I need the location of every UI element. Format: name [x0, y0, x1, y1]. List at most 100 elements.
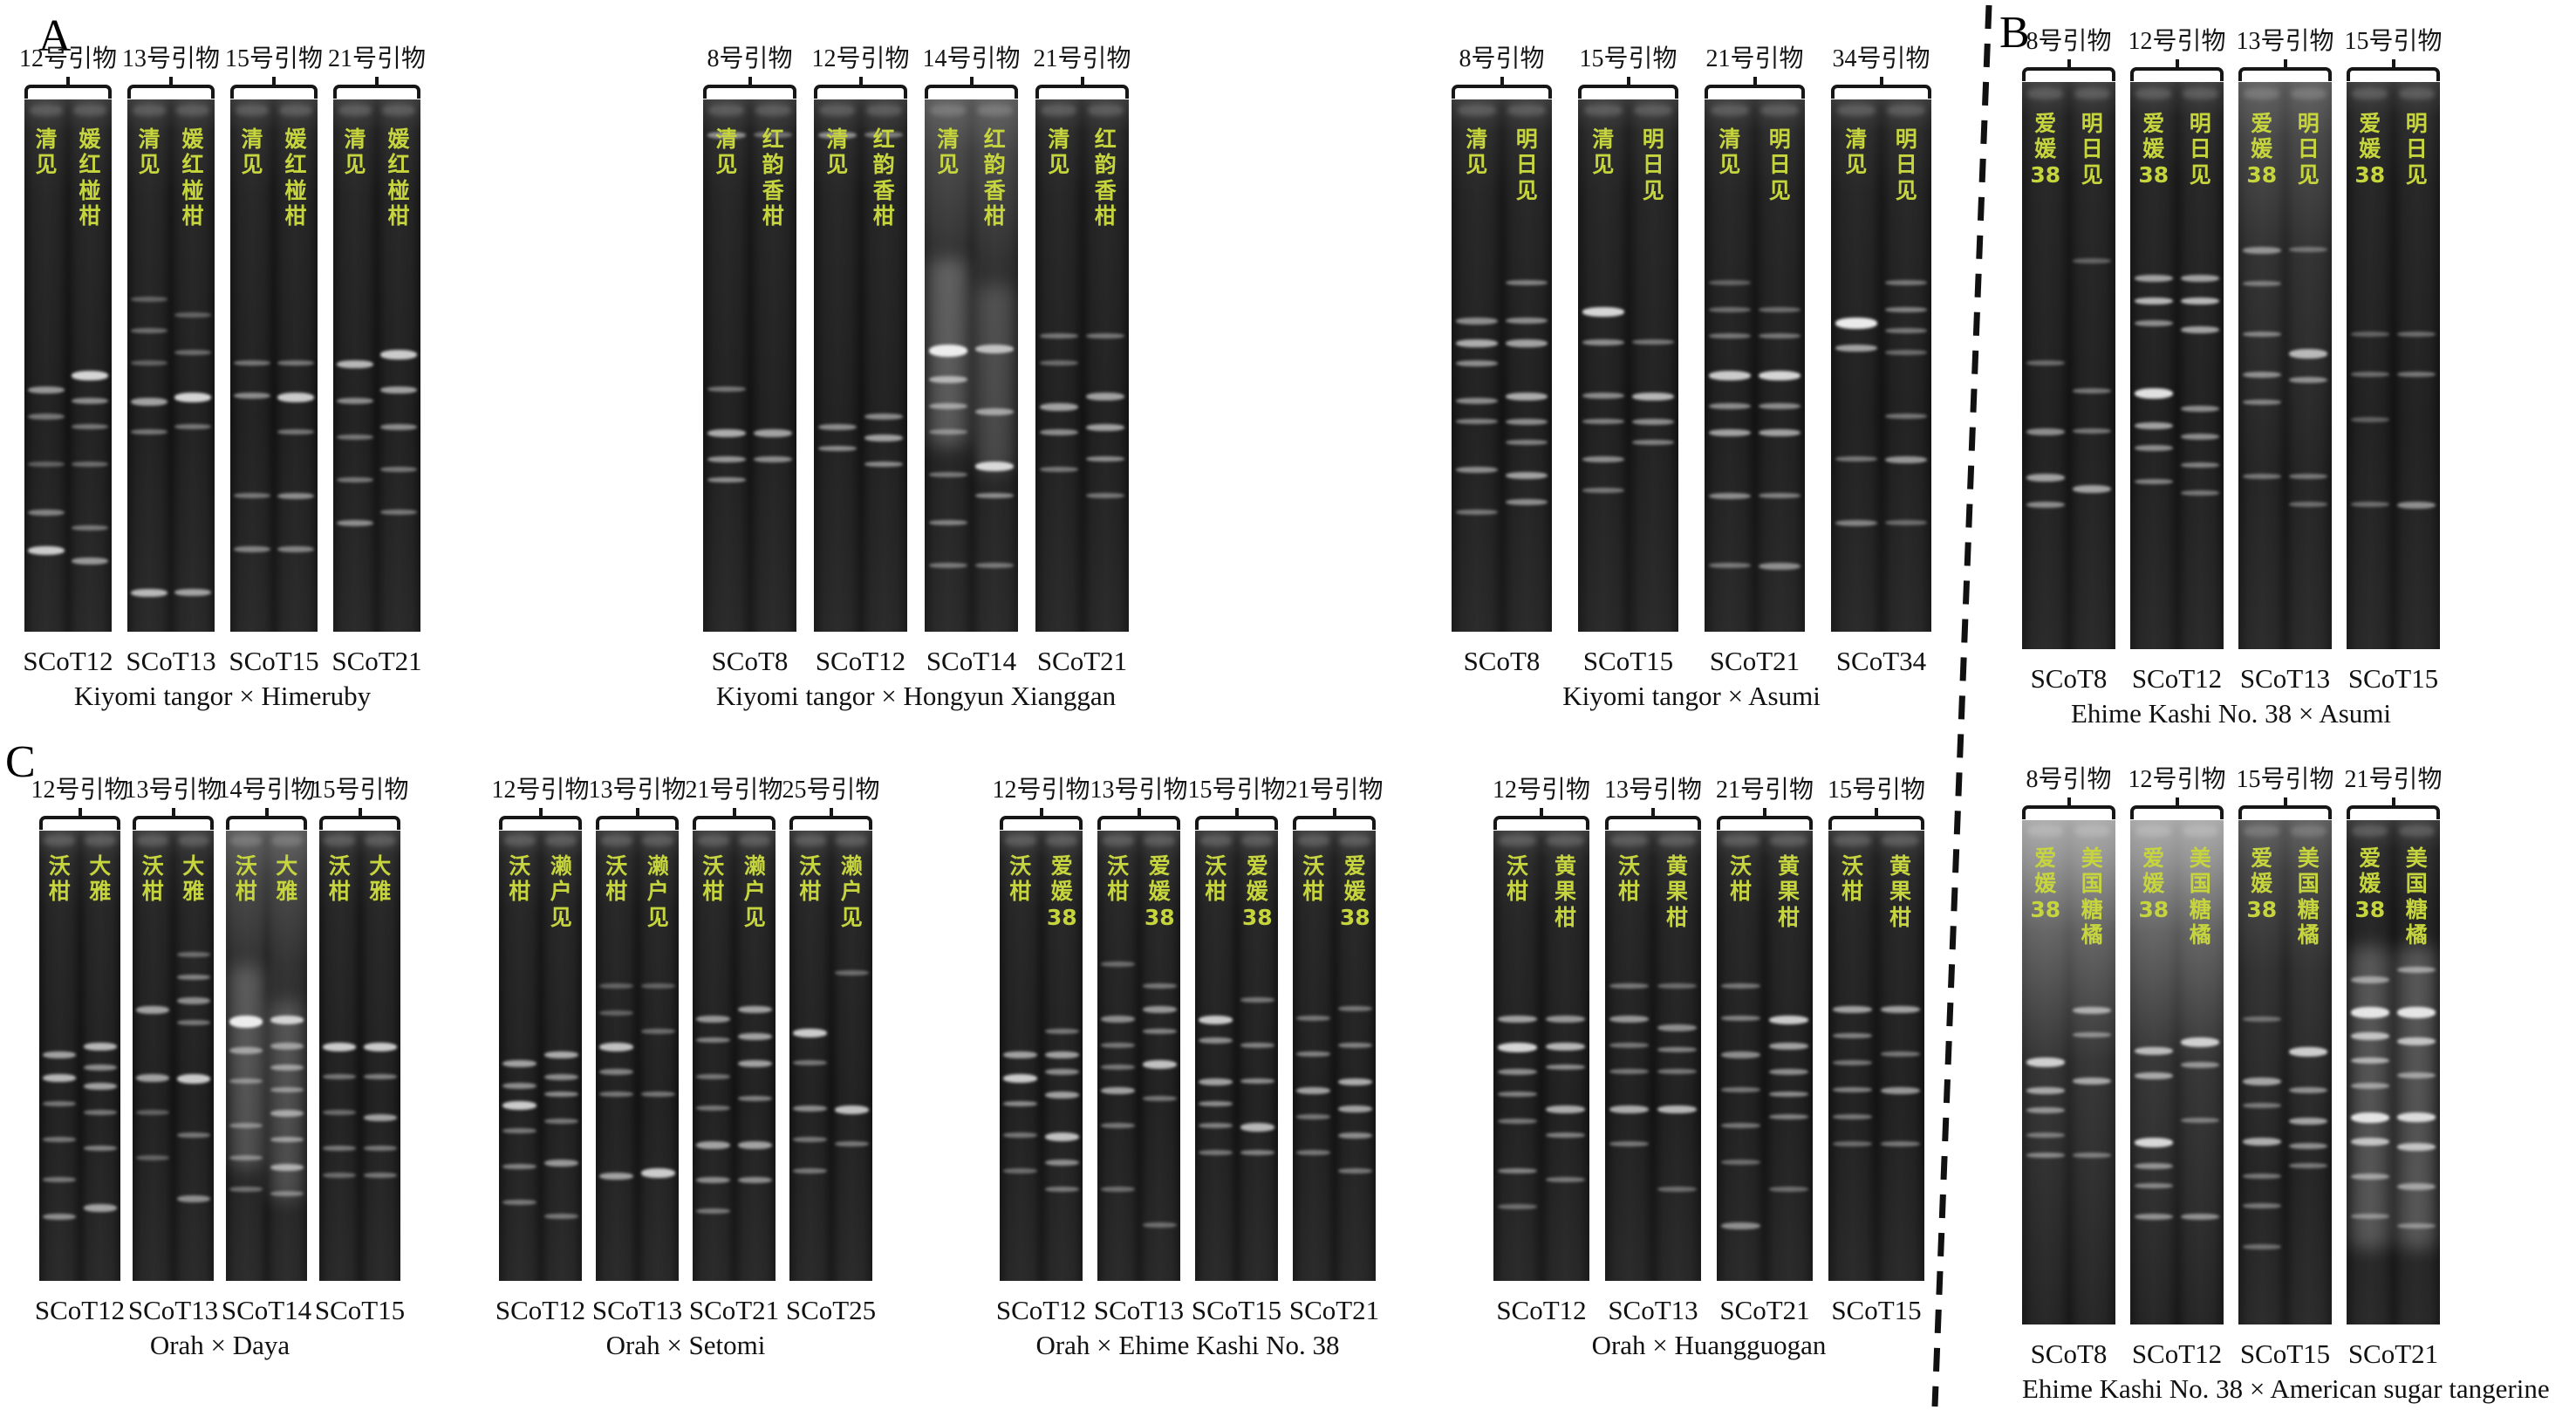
gel-photo: 爱媛 38 明日见 — [2130, 82, 2224, 649]
primer-label: 12号引物 — [19, 45, 118, 72]
dna-band — [1609, 1042, 1650, 1048]
dna-band — [83, 1042, 117, 1051]
gel-lane: 爱媛 38 — [2347, 820, 2393, 1324]
gel-column: 25号引物 沃柑濑户见 SCoT25 — [782, 773, 880, 1326]
dna-band — [1657, 1023, 1698, 1031]
dna-band — [2289, 1118, 2328, 1126]
dna-band — [1199, 1037, 1233, 1044]
gel-column: 15号引物 沃柑爱媛 38 SCoT15 — [1188, 773, 1286, 1326]
dna-band — [1657, 1046, 1698, 1052]
dna-band — [754, 131, 793, 138]
dna-band — [1657, 1105, 1698, 1113]
dna-band — [2289, 348, 2328, 359]
lane-label: 濑户见 — [840, 852, 863, 930]
dna-band — [1506, 498, 1548, 505]
dna-band — [1708, 562, 1751, 568]
dna-band — [380, 349, 417, 359]
dna-band — [2134, 1213, 2173, 1220]
dna-band — [502, 1127, 537, 1133]
dna-band — [737, 1141, 772, 1150]
dna-band — [1044, 1069, 1079, 1076]
dna-band — [2026, 1087, 2065, 1095]
gel-column: 21号引物 清见 红韵香柑 SCoT21 — [1034, 42, 1131, 677]
dna-band — [737, 1060, 772, 1068]
gel-photo: 爱媛 38 美国糖橘 — [2022, 820, 2115, 1324]
lane-label: 沃柑 — [1009, 852, 1032, 905]
gel-lane: 沃柑 — [40, 831, 79, 1281]
dna-band — [1545, 1105, 1586, 1113]
scot-label: SCoT13 — [1093, 1295, 1185, 1325]
gel-lane: 大雅 — [267, 831, 306, 1281]
gel-photo: 沃柑 黄果柑 — [1605, 831, 1701, 1281]
dna-band — [2026, 502, 2065, 508]
dna-band — [1101, 1186, 1136, 1192]
gel-lane: 媛红椪柑 — [378, 99, 420, 632]
gels-row: 8号引物 爱媛 38 美国糖橘 SCoT8 12号引物 爱媛 38 美国糖橘 SCoT1… — [2022, 763, 2550, 1370]
dna-band — [1582, 488, 1624, 494]
lane-label: 爱媛 38 — [2246, 110, 2278, 188]
gel-photo: 沃柑爱媛 38 — [1293, 831, 1376, 1281]
bracket-brace-icon — [230, 77, 318, 99]
gel-lane: 明日见 — [2177, 82, 2223, 649]
bracket-brace-icon — [319, 808, 400, 830]
scot-label: SCoT12 — [34, 1295, 126, 1325]
dna-band — [502, 1060, 537, 1068]
primer-label: 14号引物 — [922, 45, 1021, 72]
dna-band — [277, 359, 314, 366]
dna-band — [176, 975, 210, 981]
scot-label: SCoT21 — [688, 1295, 780, 1325]
dna-band — [72, 461, 108, 467]
scot-label: SCoT34 — [1835, 646, 1927, 676]
dna-band — [1086, 424, 1125, 432]
dna-band — [1768, 1015, 1809, 1024]
gel-column: 8号引物 爱媛 38 明日见 SCoT8 — [2022, 24, 2115, 695]
dna-band — [83, 1109, 117, 1115]
bracket-brace-icon — [2130, 59, 2224, 81]
dna-band — [754, 455, 793, 462]
dna-band — [1455, 466, 1498, 473]
dna-band — [1832, 1087, 1873, 1093]
lane-label: 爱媛 38 — [1144, 852, 1175, 930]
lane-label: 沃柑 — [1841, 852, 1863, 905]
dna-band — [793, 1136, 828, 1142]
lane-label: 濑户见 — [743, 852, 766, 930]
dna-band — [1497, 1204, 1538, 1210]
dna-band — [1199, 1150, 1233, 1156]
dna-band — [136, 1073, 170, 1082]
lane-label: 沃柑 — [702, 852, 725, 905]
primer-label: 15号引物 — [311, 777, 409, 804]
gel-lane: 沃柑 — [1606, 831, 1652, 1281]
lane-label: 沃柑 — [799, 852, 822, 905]
bracket-brace-icon — [693, 808, 776, 830]
dna-band — [928, 376, 967, 384]
lane-label: 红韵香柑 — [762, 126, 784, 229]
dna-band — [2242, 1243, 2281, 1249]
scot-label: SCoT14 — [926, 646, 1017, 676]
dna-band — [1044, 1186, 1079, 1192]
panel-label-b: B — [1999, 8, 2030, 58]
gel-lane: 清见 — [1036, 99, 1082, 632]
scot-label: SCoT12 — [995, 1295, 1087, 1325]
lane-label: 黄果柑 — [1777, 852, 1800, 930]
dna-band — [1296, 1015, 1331, 1021]
dna-band — [928, 402, 967, 409]
dna-band — [2181, 434, 2220, 440]
primer-label: 13号引物 — [1604, 777, 1703, 804]
dna-band — [1832, 1114, 1873, 1120]
dna-band — [270, 1109, 304, 1117]
dna-band — [1720, 983, 1761, 989]
gel-lane: 清见 — [1452, 99, 1501, 632]
dna-band — [83, 1064, 117, 1071]
dna-band — [43, 1073, 77, 1082]
dna-band — [1582, 392, 1624, 399]
bracket-brace-icon — [703, 77, 796, 99]
gel-column: 12号引物 沃柑大雅 SCoT12 — [31, 773, 129, 1326]
dna-band — [975, 461, 1015, 471]
bracket-brace-icon — [333, 77, 420, 99]
dna-band — [2134, 1072, 2173, 1079]
gel-column: 13号引物 沃柑濑户见 SCoT13 — [589, 773, 687, 1326]
lane-label: 清见 — [1718, 126, 1741, 178]
dna-band — [1609, 1141, 1650, 1147]
gel-photo: 清见红韵香柑 — [925, 99, 1018, 632]
dna-band — [2350, 1006, 2389, 1018]
